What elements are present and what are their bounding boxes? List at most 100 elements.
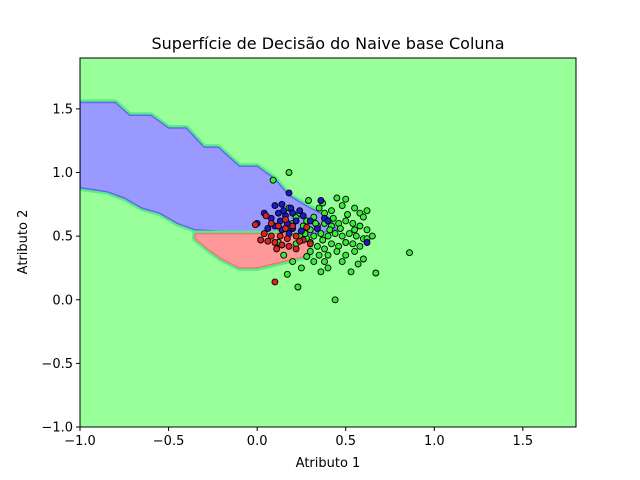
green-point — [280, 251, 288, 259]
green-point — [363, 226, 371, 234]
x-tick-label: 1.0 — [424, 434, 445, 449]
green-point — [324, 264, 332, 272]
green-point — [294, 283, 302, 291]
red-point — [292, 245, 300, 253]
red-point — [262, 212, 270, 220]
green-point — [285, 169, 293, 176]
green-point — [344, 211, 351, 218]
green-point — [356, 222, 364, 230]
y-tick-label: 1.5 — [52, 102, 73, 117]
green-point — [324, 232, 332, 240]
x-tick-label: −1.0 — [64, 434, 96, 449]
chart-title: Superfície de Decisão do Naive base Colu… — [152, 34, 505, 53]
blue-point — [289, 209, 297, 217]
green-point — [342, 239, 350, 246]
red-point — [273, 245, 281, 253]
green-point — [372, 269, 380, 277]
green-point — [333, 247, 341, 255]
x-tick-label: 1.5 — [513, 434, 534, 449]
red-point — [251, 221, 259, 229]
green-point — [349, 219, 357, 227]
green-point — [329, 214, 337, 222]
red-point — [276, 232, 284, 240]
x-tick-label: 0.0 — [247, 434, 268, 449]
red-point — [282, 216, 289, 224]
y-tick-label: 0.0 — [52, 293, 73, 308]
y-tick-label: 1.0 — [52, 166, 73, 181]
green-point — [313, 242, 321, 250]
green-point — [328, 240, 335, 248]
green-point — [368, 232, 376, 240]
green-point — [321, 245, 328, 253]
green-point — [342, 251, 350, 259]
red-point — [267, 219, 275, 227]
green-point — [363, 207, 371, 215]
green-point — [351, 204, 359, 212]
red-point — [283, 235, 291, 243]
red-point — [267, 232, 275, 240]
green-point — [310, 232, 318, 240]
green-point — [269, 176, 277, 184]
blue-point — [285, 189, 293, 197]
green-point — [338, 202, 346, 210]
green-point — [315, 251, 323, 259]
green-point — [331, 230, 339, 238]
plot-area — [80, 58, 576, 427]
green-point — [342, 195, 350, 203]
green-point — [289, 258, 297, 266]
green-point — [347, 268, 355, 276]
red-point — [285, 242, 293, 250]
blue-decision-region — [80, 101, 338, 237]
green-point — [315, 204, 323, 212]
red-point — [306, 240, 314, 248]
blue-point — [296, 207, 304, 215]
x-tick-label: −0.5 — [153, 434, 185, 449]
blue-point — [363, 239, 371, 246]
x-axis-label: Atributo 1 — [296, 456, 361, 471]
green-point — [352, 232, 360, 240]
plot-frame — [79, 57, 577, 428]
green-point — [326, 226, 334, 234]
green-point — [356, 242, 364, 250]
background-decision-region — [80, 58, 576, 427]
green-point — [310, 258, 318, 266]
green-point — [354, 260, 362, 268]
green-point — [333, 194, 341, 202]
green-point — [324, 251, 332, 259]
x-axis-ticks: −1.0 −0.5 0.0 0.5 1.0 1.5 — [64, 427, 533, 449]
green-point — [305, 197, 312, 204]
red-point — [282, 225, 289, 232]
red-point — [296, 237, 304, 245]
green-point — [349, 240, 357, 248]
y-tick-label: 0.5 — [52, 230, 73, 245]
blue-point — [317, 197, 325, 204]
green-point — [351, 247, 359, 255]
blue-point — [324, 217, 332, 225]
red-point — [292, 232, 300, 240]
y-axis-label: Atributo 2 — [16, 210, 31, 275]
red-point — [257, 236, 265, 244]
green-point — [306, 247, 314, 255]
green-point — [328, 207, 335, 215]
green-point — [317, 230, 325, 238]
green-point — [303, 253, 311, 260]
green-point — [336, 225, 344, 232]
green-point — [406, 249, 413, 257]
green-point — [297, 264, 305, 272]
green-point — [319, 236, 327, 244]
green-point — [359, 213, 367, 221]
green-point — [351, 226, 359, 234]
data-points — [251, 169, 413, 304]
y-tick-label: −1.0 — [41, 421, 73, 436]
green-point — [338, 258, 346, 266]
blue-point — [278, 200, 286, 208]
blue-point — [280, 207, 288, 215]
green-point — [317, 268, 325, 276]
blue-point — [264, 225, 272, 232]
blue-point — [299, 212, 307, 220]
red-point — [289, 222, 297, 230]
blue-point — [313, 225, 321, 232]
y-axis-ticks: −1.0 −0.5 0.0 0.5 1.0 1.5 — [41, 102, 80, 436]
red-point — [278, 241, 286, 249]
